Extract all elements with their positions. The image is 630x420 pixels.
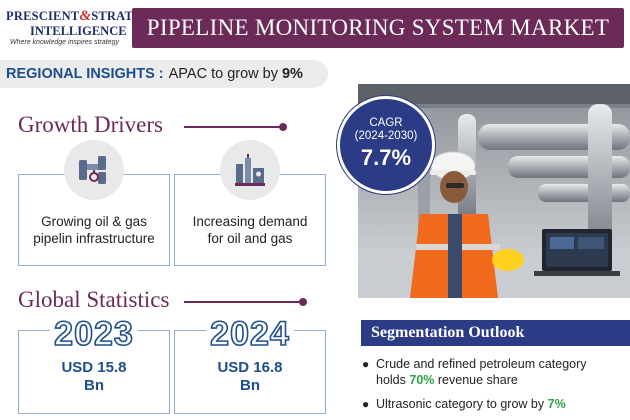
segmentation-heading-bar: Segmentation Outlook	[361, 320, 630, 346]
pipeline-icon-graphic	[79, 156, 106, 184]
bullet-icon: ●	[362, 357, 370, 371]
regional-insights-label: REGIONAL INSIGHTS :	[6, 66, 164, 82]
stat-year-2023: 2023	[18, 314, 170, 354]
stat-year-2024: 2024	[174, 314, 326, 354]
title-banner: PIPELINE MONITORING SYSTEM MARKET	[132, 8, 624, 48]
refinery-icon-graphic	[235, 154, 265, 186]
page-title: PIPELINE MONITORING SYSTEM MARKET	[146, 15, 610, 40]
cagr-value: 7.7%	[360, 145, 412, 170]
segmentation-line: Crude and refined petroleum category	[376, 357, 587, 371]
stat-unit: Bn	[84, 377, 104, 394]
hero-photo	[358, 84, 630, 298]
cagr-label: CAGR	[369, 117, 403, 129]
driver-text-demand: Increasing demand for oil and gas	[175, 213, 325, 247]
segmentation-highlight: 70%	[409, 373, 435, 387]
driver-line: for oil and gas	[207, 231, 293, 246]
segmentation-highlight: 7%	[547, 397, 566, 411]
segmentation-item-ultrasonic: ● Ultrasonic category to grow by 7%	[362, 396, 566, 412]
stat-value-2024: USD 16.8 Bn	[175, 359, 325, 395]
cagr-badge: CAGR (2024-2030) 7.7%	[337, 96, 435, 194]
stat-unit: Bn	[240, 377, 260, 394]
growth-drivers-rule	[184, 123, 287, 131]
company-logo: PRESCIENT&STRATEGIC INTELLIGENCE Where k…	[6, 8, 166, 50]
stat-year-text: 2024	[206, 314, 294, 354]
stat-amount: USD 15.8	[61, 359, 127, 376]
regional-insights-text: APAC to grow by	[168, 66, 278, 82]
segmentation-line: holds 70% revenue share	[376, 372, 587, 388]
segmentation-text: Ultrasonic category to grow by	[376, 397, 545, 411]
segmentation-text: holds	[376, 373, 406, 387]
bullet-icon: ●	[362, 397, 370, 411]
regional-insights-value: 9%	[281, 66, 303, 82]
segmentation-heading: Segmentation Outlook	[371, 324, 525, 341]
logo-ampersand: &	[79, 8, 92, 24]
driver-line: pipelin infrastructure	[33, 231, 155, 246]
segmentation-text: revenue share	[437, 373, 518, 387]
regional-insights-banner: REGIONAL INSIGHTS : APAC to grow by 9%	[0, 60, 328, 88]
logo-word-intelligence: INTELLIGENCE	[30, 24, 127, 38]
driver-line: Growing oil & gas	[41, 214, 147, 229]
global-statistics-heading: Global Statistics	[18, 287, 170, 312]
driver-text-pipeline: Growing oil & gas pipelin infrastructure	[19, 213, 169, 247]
driver-card-pipeline: Growing oil & gas pipelin infrastructure	[18, 174, 170, 266]
stat-year-text: 2023	[50, 314, 138, 354]
segmentation-item-body: Crude and refined petroleum category hol…	[376, 356, 587, 388]
growth-drivers-heading: Growth Drivers	[18, 112, 163, 137]
segmentation-item-petroleum: ● Crude and refined petroleum category h…	[362, 356, 587, 388]
logo-tagline: Where knowledge inspires strategy	[10, 39, 119, 46]
global-statistics-rule	[184, 298, 307, 306]
pipeline-icon	[64, 140, 124, 200]
logo-word-prescient: PRESCIENT	[6, 9, 80, 23]
stat-amount: USD 16.8	[217, 359, 283, 376]
cagr-period: (2024-2030)	[354, 130, 418, 142]
refinery-icon	[220, 140, 280, 200]
driver-line: Increasing demand	[192, 214, 308, 229]
segmentation-item-body: Ultrasonic category to grow by 7%	[376, 396, 566, 412]
stat-value-2023: USD 15.8 Bn	[19, 359, 169, 395]
